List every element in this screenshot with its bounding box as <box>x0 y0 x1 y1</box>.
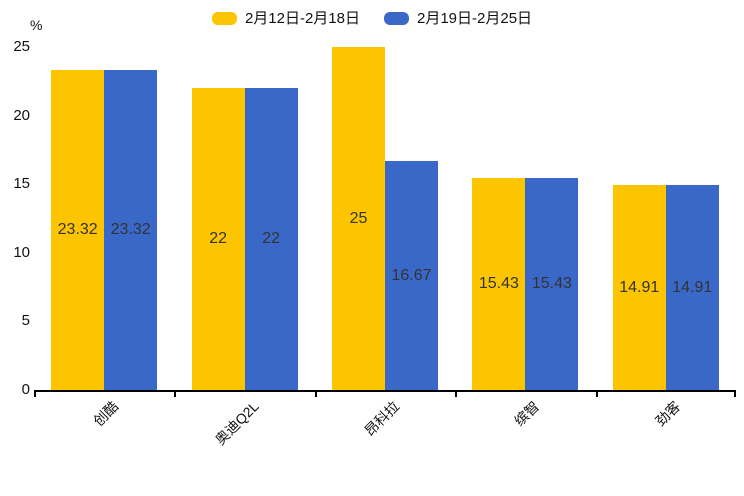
bar-week2: 22 <box>244 88 298 390</box>
bar-week1: 22 <box>191 88 245 390</box>
x-axis-category-label: 昂科拉 <box>361 398 403 440</box>
x-axis-category-label: 劲客 <box>651 398 684 430</box>
x-axis-tick <box>455 390 458 397</box>
legend-swatch-blue <box>384 11 409 25</box>
bar-value-label: 22 <box>262 230 280 248</box>
bar-week2: 16.67 <box>385 161 438 390</box>
x-axis-category-label: 奥迪Q2L <box>212 398 262 448</box>
chart-legend: 2月12日-2月18日 2月19日-2月25日 <box>0 8 744 28</box>
plot-area: 23.32 23.32 22 22 25 16.67 15.43 15.43 14.91 14.9… <box>34 47 736 397</box>
y-axis-tick-label: 0 <box>21 381 30 398</box>
bar-value-label: 16.67 <box>391 266 432 284</box>
bar-week2: 23.32 <box>104 70 158 390</box>
bar-value-label: 22 <box>209 230 227 248</box>
y-axis-tick-label: 20 <box>13 106 30 124</box>
x-axis-tick <box>174 390 177 397</box>
y-axis-tick-label: 5 <box>21 312 30 330</box>
x-axis-category-label: 创酷 <box>90 398 122 430</box>
bar-value-label: 23.32 <box>110 221 151 239</box>
legend-swatch-yellow <box>211 11 237 25</box>
bar-week2: 15.43 <box>525 178 579 390</box>
x-axis-category-label: 缤智 <box>511 398 543 430</box>
legend-item-week1: 2月12日-2月18日 <box>211 9 360 27</box>
x-axis-tick <box>34 390 36 397</box>
bar-week1: 14.91 <box>612 185 666 390</box>
y-axis-tick-label: 15 <box>13 175 30 193</box>
legend-label-week1: 2月12日-2月18日 <box>244 9 360 27</box>
y-axis-tick-label: 10 <box>13 243 30 261</box>
x-axis-tick <box>314 390 317 397</box>
x-axis-tick <box>734 390 736 397</box>
x-axis-tick <box>595 390 598 397</box>
bar-week2: 14.91 <box>665 185 719 390</box>
bar-value-label: 23.32 <box>57 221 98 239</box>
bar-week1: 23.32 <box>51 70 105 390</box>
y-axis-unit-label: % <box>30 17 43 33</box>
bar-value-label: 14.91 <box>672 278 713 296</box>
bar-value-label: 14.91 <box>619 278 660 296</box>
y-axis-tick-label: 25 <box>13 38 30 55</box>
bar-value-label: 25 <box>349 209 368 227</box>
bar-week1: 15.43 <box>472 178 526 390</box>
bar-value-label: 15.43 <box>478 275 519 293</box>
bar-value-label: 15.43 <box>531 275 572 293</box>
legend-label-week2: 2月19日-2月25日 <box>417 9 533 27</box>
bar-week1: 25 <box>332 47 385 390</box>
legend-item-week2: 2月19日-2月25日 <box>384 11 532 26</box>
